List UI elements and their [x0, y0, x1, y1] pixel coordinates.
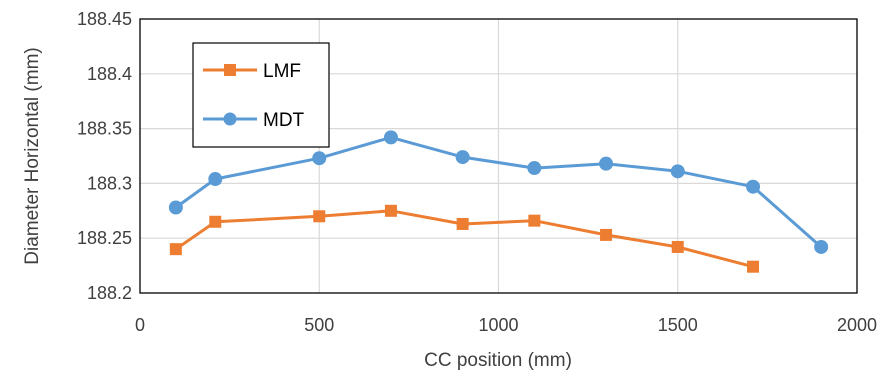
axes: 188.2 188.25 188.3 188.35 188.4 188.45 0 500 100… [77, 9, 877, 335]
data-point-lmf [600, 228, 613, 241]
x-tick-label: 500 [304, 315, 334, 335]
x-tick-label: 0 [135, 315, 145, 335]
x-axis-title: CC position (mm) [424, 350, 572, 371]
data-point-lmf [456, 217, 469, 230]
y-tick-label: 188.45 [77, 9, 132, 29]
plot-frame [139, 18, 858, 294]
y-tick-label: 188.2 [87, 283, 132, 303]
data-point-mdt [746, 179, 761, 194]
series-line-mdt [174, 135, 823, 249]
x-tick-label: 2000 [837, 315, 877, 335]
data-point-mdt [383, 130, 398, 145]
data-point-mdt [455, 150, 470, 165]
legend-label-lmf: LMF [263, 61, 301, 82]
series-mdt [168, 130, 829, 254]
series-lmf [169, 204, 760, 273]
data-point-mdt [312, 151, 327, 166]
x-tick-label: 1000 [478, 315, 518, 335]
x-tick-label: 1500 [658, 315, 698, 335]
data-point-mdt [527, 161, 542, 176]
data-point-lmf [747, 260, 760, 273]
data-point-mdt [599, 156, 614, 171]
data-point-lmf [313, 210, 326, 223]
legend-label-mdt: MDT [263, 110, 305, 131]
data-point-mdt [208, 172, 223, 187]
y-axis-title: Diameter Horizontal (mm) [22, 47, 43, 264]
series-group [168, 130, 829, 273]
data-point-lmf [384, 204, 397, 217]
data-point-mdt [814, 239, 829, 254]
data-point-mdt [168, 200, 183, 215]
data-point-lmf [209, 215, 222, 228]
data-point-mdt [670, 164, 685, 179]
legend-marker-lmf [224, 64, 236, 76]
y-tick-label: 188.3 [87, 173, 132, 193]
data-point-lmf [528, 214, 541, 227]
y-tick-label: 188.35 [77, 119, 132, 139]
legend-box [192, 42, 330, 148]
legend-marker-mdt [223, 112, 237, 126]
data-point-lmf [671, 240, 684, 253]
y-tick-label: 188.25 [77, 228, 132, 248]
y-tick-label: 188.4 [87, 64, 132, 84]
data-point-lmf [169, 243, 182, 256]
legend: LMF MDT [192, 42, 330, 148]
